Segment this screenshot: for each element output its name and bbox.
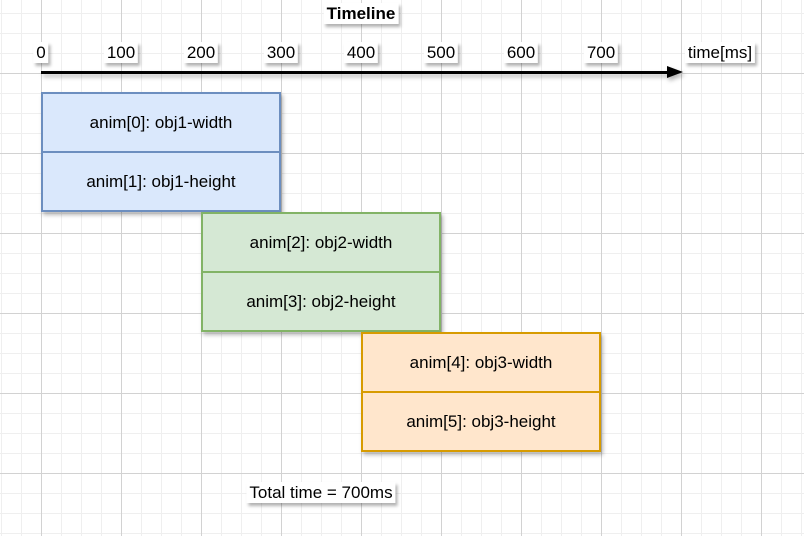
axis-tick-label-700: 700 (583, 42, 619, 63)
anim-bar-label: anim[5]: obj3-height (406, 411, 556, 431)
diagram-title: Timeline (323, 3, 399, 24)
axis-tick-label-100: 100 (103, 42, 139, 63)
axis-tick-label-300: 300 (263, 42, 299, 63)
axis-tick-label-200: 200 (183, 42, 219, 63)
time-axis (0, 0, 804, 100)
axis-tick-label-400: 400 (343, 42, 379, 63)
anim-bar-2: anim[2]: obj2-width (203, 214, 439, 271)
anim-bar-label: anim[1]: obj1-height (86, 171, 236, 191)
anim-group-obj3: anim[4]: obj3-width anim[5]: obj3-height (361, 332, 601, 452)
anim-bar-label: anim[2]: obj2-width (249, 232, 393, 252)
total-time-arrow (0, 440, 804, 500)
anim-bar-4: anim[4]: obj3-width (363, 334, 599, 391)
total-time-label: Total time = 700ms (246, 482, 396, 503)
axis-tick-label-500: 500 (423, 42, 459, 63)
anim-bar-label: anim[3]: obj2-height (246, 291, 396, 311)
arrow-right-icon (667, 66, 683, 78)
anim-bar-0: anim[0]: obj1-width (43, 94, 279, 151)
anim-bar-label: anim[4]: obj3-width (409, 352, 553, 372)
time-axis-line (41, 71, 671, 74)
anim-bar-1: anim[1]: obj1-height (43, 151, 279, 210)
axis-tick-label-600: 600 (503, 42, 539, 63)
anim-group-obj2: anim[2]: obj2-width anim[3]: obj2-height (201, 212, 441, 332)
axis-unit-label: time[ms] (684, 42, 756, 63)
anim-bar-label: anim[0]: obj1-width (89, 112, 233, 132)
axis-tick-label-0: 0 (33, 42, 49, 63)
anim-group-obj1: anim[0]: obj1-width anim[1]: obj1-height (41, 92, 281, 212)
anim-bar-3: anim[3]: obj2-height (203, 271, 439, 330)
anim-bar-5: anim[5]: obj3-height (363, 391, 599, 450)
